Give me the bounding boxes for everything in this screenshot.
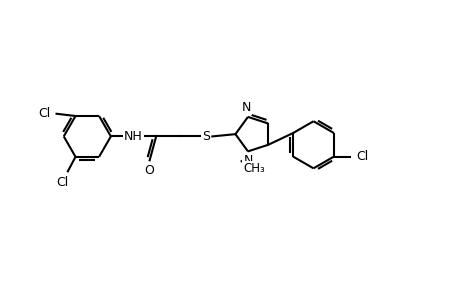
Text: N: N [243,154,252,167]
Text: NH: NH [124,130,143,143]
Text: O: O [144,164,153,177]
Text: Cl: Cl [56,176,69,189]
Text: N: N [241,101,251,114]
Text: S: S [202,130,210,143]
Text: CH₃: CH₃ [243,162,265,175]
Text: Cl: Cl [38,107,50,120]
Text: Cl: Cl [356,150,368,163]
